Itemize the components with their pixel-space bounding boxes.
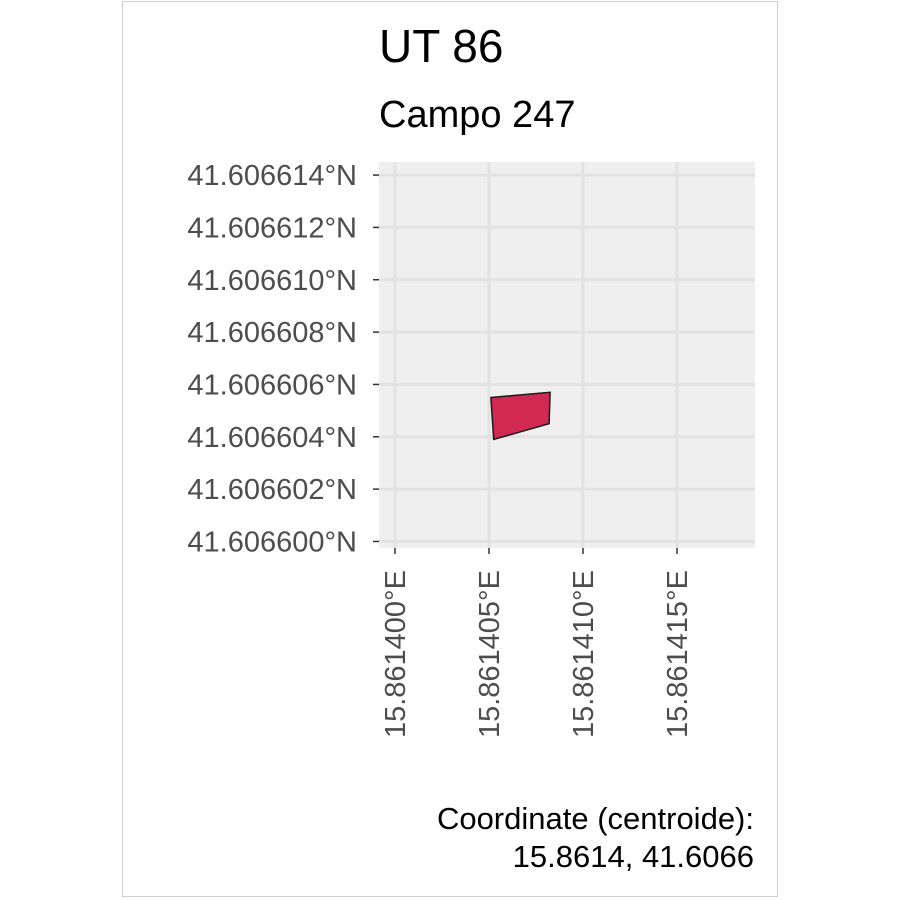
x-tick-label: 15.861410°E <box>568 570 600 738</box>
map-gridlines <box>379 162 755 548</box>
caption-line-2: 15.8614, 41.6066 <box>512 839 754 874</box>
y-tick-label: 41.606610°N <box>187 265 357 297</box>
field-polygon[interactable] <box>490 391 551 441</box>
y-tick-label: 41.606612°N <box>187 212 357 244</box>
y-axis: 41.606600°N 41.606602°N 41.606604°N 41.6066… <box>187 160 379 558</box>
y-tick-label: 41.606606°N <box>187 369 357 401</box>
centroid-caption: Coordinate (centroide): 15.8614, 41.6066 <box>437 800 754 876</box>
map-title: UT 86 <box>379 20 504 72</box>
map-feature-layer <box>490 391 551 441</box>
y-tick-label: 41.606602°N <box>187 474 357 506</box>
x-tick-label: 15.861400°E <box>380 570 412 738</box>
x-axis: 15.861400°E 15.861405°E 15.861410°E 15.8614… <box>380 548 694 738</box>
caption-line-1: Coordinate (centroide): <box>436 801 754 836</box>
y-tick-label: 41.606608°N <box>187 317 357 349</box>
y-tick-label: 41.606604°N <box>187 422 357 454</box>
y-tick-label: 41.606600°N <box>187 526 357 558</box>
y-tick-label: 41.606614°N <box>187 160 357 192</box>
map-subtitle: Campo 247 <box>379 94 576 136</box>
x-tick-label: 15.861415°E <box>662 570 694 738</box>
x-tick-label: 15.861405°E <box>474 570 506 738</box>
